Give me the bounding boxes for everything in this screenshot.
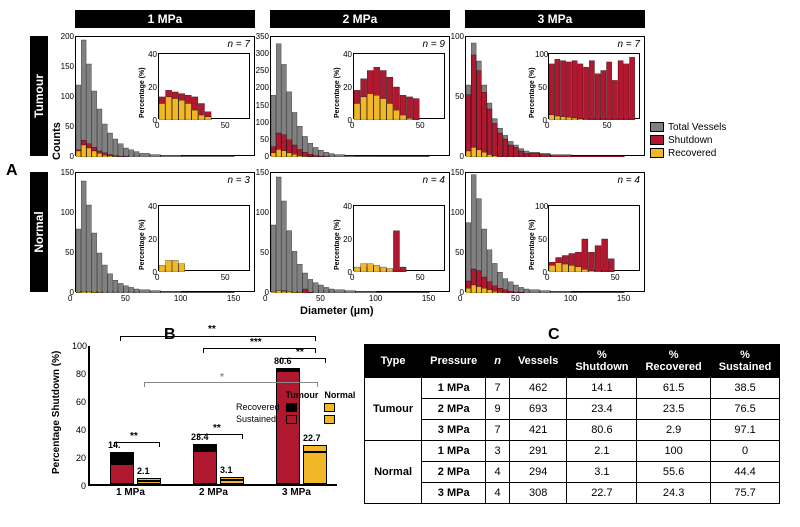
inset-chart: 050100050Percentage (%) (548, 53, 640, 119)
x-tick-label: 2 MPa (199, 487, 228, 498)
row-header: Normal (30, 172, 48, 292)
bar-plot: 1 MPa14.2.1**2 MPa23.43.1**3 MPa80.622.7… (88, 346, 337, 486)
figure-root: A Counts Diameter (µm) 1 MPa2 MPa3 MPa T… (0, 0, 800, 527)
panel-b: Percentage Shutdown (%) 1 MPa14.2.1**2 M… (62, 346, 340, 514)
column-header: 1 MPa (75, 10, 255, 28)
n-label: n = 3 (227, 175, 250, 186)
table-header: %Shutdown (567, 345, 637, 378)
legend-item: Shutdown (650, 135, 726, 146)
table-row: 3 MPa430822.724.375.7 (365, 483, 780, 504)
table-row: Normal1 MPa32912.11000 (365, 441, 780, 462)
summary-table: TypePressurenVessels%Shutdown%Recovered%… (364, 344, 780, 504)
table-row: 2 MPa42943.155.644.4 (365, 462, 780, 483)
table-header: n (486, 345, 510, 378)
inset-chart: 02040050Percentage (%) (158, 53, 250, 119)
x-tick-label: 3 MPa (282, 487, 311, 498)
panel-a-label: A (6, 162, 18, 180)
n-label: n = 4 (422, 175, 445, 186)
x-tick-label: 1 MPa (116, 487, 145, 498)
axis-x-label-diameter: Diameter (µm) (300, 305, 374, 317)
panel-b-label: B (164, 326, 176, 344)
table-row: 3 MPa742180.62.997.1 (365, 420, 780, 441)
table-header: Type (365, 345, 422, 378)
legend-item: Total Vessels (650, 122, 726, 133)
n-label: n = 7 (227, 39, 250, 50)
histogram-cell: 050100150200n = 702040050Percentage (%) (75, 36, 255, 156)
table-row: Tumour1 MPa746214.161.538.5 (365, 378, 780, 399)
legend-panel-a: Total Vessels Shutdown Recovered (650, 120, 726, 161)
legend-panel-b: TumourNormalRecoveredSustained (232, 388, 359, 426)
row-header: Tumour (30, 36, 48, 156)
histogram-cell: 050100150200250300350n = 902040050Percen… (270, 36, 450, 156)
legend-item: Recovered (650, 148, 726, 159)
table-header: %Recovered (637, 345, 710, 378)
column-header: 3 MPa (465, 10, 645, 28)
inset-chart: 02040050Percentage (%) (353, 53, 445, 119)
panel-c-label: C (548, 326, 560, 344)
inset-chart: 02040050Percentage (%) (158, 205, 250, 271)
column-header: 2 MPa (270, 10, 450, 28)
axis-y-label-pct-shutdown: Percentage Shutdown (%) (51, 351, 62, 474)
n-label: n = 7 (617, 39, 640, 50)
histogram-cell: 050100n = 7050100050Percentage (%) (465, 36, 645, 156)
table-header: Pressure (422, 345, 486, 378)
histogram-cell: 050100150050100150n = 4050100050Percenta… (465, 172, 645, 292)
histogram-cell: 050100150050100150n = 302040050Percentag… (75, 172, 255, 292)
table-header: Vessels (509, 345, 566, 378)
inset-chart: 050100050Percentage (%) (548, 205, 640, 271)
table-row: 2 MPa969323.423.576.5 (365, 399, 780, 420)
n-label: n = 4 (617, 175, 640, 186)
inset-chart: 02040050Percentage (%) (353, 205, 445, 271)
histogram-cell: 050100150050100150n = 402040050Percentag… (270, 172, 450, 292)
n-label: n = 9 (422, 39, 445, 50)
table-header: %Sustained (710, 345, 780, 378)
